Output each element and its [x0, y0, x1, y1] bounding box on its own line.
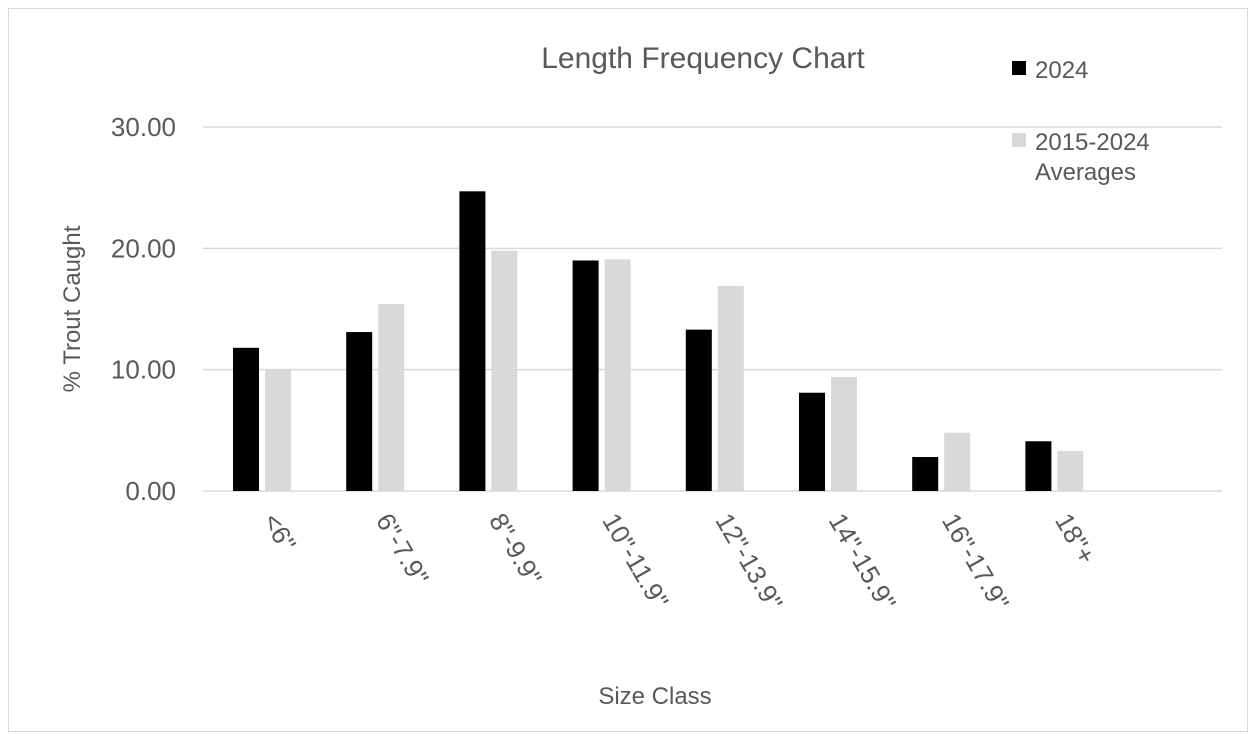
y-tick-label: 20.00	[111, 233, 176, 263]
x-axis-label: Size Class	[598, 683, 711, 710]
legend-label-2024: 2024	[1035, 57, 1088, 84]
bar-2024	[1025, 441, 1052, 491]
bar-average	[604, 259, 631, 491]
legend-label-averages-line2: Averages	[1035, 159, 1136, 186]
x-tick-label: 6"-7.9"	[370, 508, 435, 590]
bar-2024	[799, 392, 825, 491]
y-axis-ticks: 0.00 10.00 20.00 30.00	[111, 112, 176, 506]
y-tick-label: 10.00	[111, 355, 176, 385]
y-tick-label: 0.00	[125, 476, 176, 506]
bar-average	[944, 432, 971, 491]
gridlines	[203, 126, 1222, 492]
y-tick-label: 30.00	[111, 112, 176, 142]
x-tick-label: 12"-13.9"	[710, 508, 789, 615]
bar-2024	[685, 329, 712, 491]
bar-average	[831, 376, 857, 491]
bar-2024	[572, 260, 599, 491]
bar-average	[717, 285, 744, 491]
bars	[233, 191, 1084, 491]
x-tick-label: 14"-15.9"	[823, 508, 902, 615]
bar-average	[265, 369, 291, 491]
legend-swatch-averages	[1012, 133, 1026, 147]
legend: 2024 2015-2024 Averages	[1012, 57, 1156, 186]
legend-swatch-2024	[1012, 61, 1026, 75]
bar-2024	[459, 191, 486, 491]
bar-average	[491, 250, 518, 491]
bar-2024	[912, 457, 939, 491]
bar-average	[1057, 450, 1084, 491]
y-axis-label: % Trout Caught	[59, 225, 86, 392]
bar-2024	[233, 347, 259, 491]
x-axis-ticks: <6" 6"-7.9" 8"-9.9" 10"-11.9" 12"-13.9" 14"-1…	[257, 508, 1102, 615]
bar-average	[378, 304, 405, 491]
chart-title: Length Frequency Chart	[541, 42, 865, 75]
x-tick-label: 8"-9.9"	[483, 508, 548, 590]
x-tick-label: 18"+	[1049, 508, 1102, 569]
x-tick-label: <6"	[257, 508, 302, 557]
x-tick-label: 16"-17.9"	[936, 508, 1015, 615]
legend-label-averages: 2015-2024 Averages	[1035, 129, 1156, 186]
x-tick-label: 10"-11.9"	[596, 508, 674, 614]
legend-label-averages-line1: 2015-2024	[1035, 129, 1150, 156]
bar-2024	[346, 332, 373, 491]
